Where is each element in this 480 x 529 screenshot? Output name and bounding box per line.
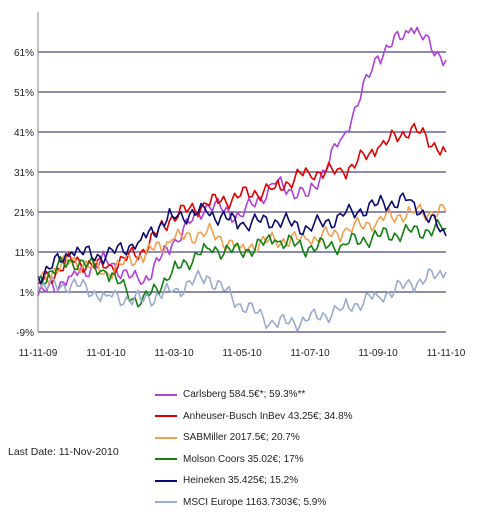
series-line — [37, 218, 447, 308]
legend-swatch — [155, 479, 177, 482]
legend: Carlsberg 584.5€*; 59.3%** Anheuser-Busch… — [155, 384, 475, 513]
y-tick-label: 11% — [15, 248, 34, 259]
x-tick-label: 11-03-10 — [154, 348, 194, 359]
legend-label: SABMiller 2017.5€; 20.7% — [183, 432, 300, 444]
legend-label: Anheuser-Busch InBev 43.25€; 34.8% — [183, 410, 353, 422]
legend-item: Heineken 35.425€; 15.2% — [155, 470, 475, 492]
x-tick-label: 11-01-10 — [86, 348, 126, 359]
x-tick-label: 11-05-10 — [222, 348, 262, 359]
series-lines — [37, 26, 447, 333]
y-tick-label: -9% — [16, 328, 34, 339]
y-tick-labels: 61% 51% 41% 31% 21% 11% 1% -9% — [14, 48, 34, 339]
y-tick-label: 1% — [20, 288, 35, 299]
legend-item: Carlsberg 584.5€*; 59.3%** — [155, 384, 475, 406]
y-tick-label: 51% — [14, 88, 34, 99]
gridlines — [38, 51, 446, 333]
legend-item: MSCI Europe 1163.7303€; 5.9% — [155, 492, 475, 514]
x-tick-label: 11-11-09 — [19, 348, 58, 359]
legend-item: Anheuser-Busch InBev 43.25€; 34.8% — [155, 406, 475, 428]
legend-swatch — [155, 501, 177, 504]
legend-label: Molson Coors 35.02€; 17% — [183, 453, 304, 465]
legend-label: Heineken 35.425€; 15.2% — [183, 475, 299, 487]
series-line — [37, 26, 447, 297]
legend-item: Molson Coors 35.02€; 17% — [155, 449, 475, 471]
legend-item: SABMiller 2017.5€; 20.7% — [155, 427, 475, 449]
y-tick-label: 21% — [14, 208, 34, 219]
x-tick-label: 11-09-10 — [358, 348, 398, 359]
legend-swatch — [155, 393, 177, 396]
y-tick-label: 31% — [14, 168, 34, 179]
y-tick-label: 61% — [14, 48, 34, 59]
last-date-label: Last Date: 11-Nov-2010 — [8, 446, 119, 458]
x-tick-label: 11-07-10 — [290, 348, 330, 359]
legend-swatch — [155, 436, 177, 439]
x-tick-label: 11-11-10 — [427, 348, 466, 359]
legend-label: MSCI Europe 1163.7303€; 5.9% — [183, 496, 327, 508]
series-line — [37, 192, 447, 285]
x-tick-labels: 11-11-09 11-01-10 11-03-10 11-05-10 11-07-10… — [19, 348, 466, 359]
legend-label: Carlsberg 584.5€*; 59.3%** — [183, 389, 306, 401]
y-tick-label: 41% — [14, 128, 34, 139]
series-line — [37, 268, 447, 333]
series-line — [37, 122, 447, 285]
legend-swatch — [155, 458, 177, 461]
legend-swatch — [155, 415, 177, 418]
